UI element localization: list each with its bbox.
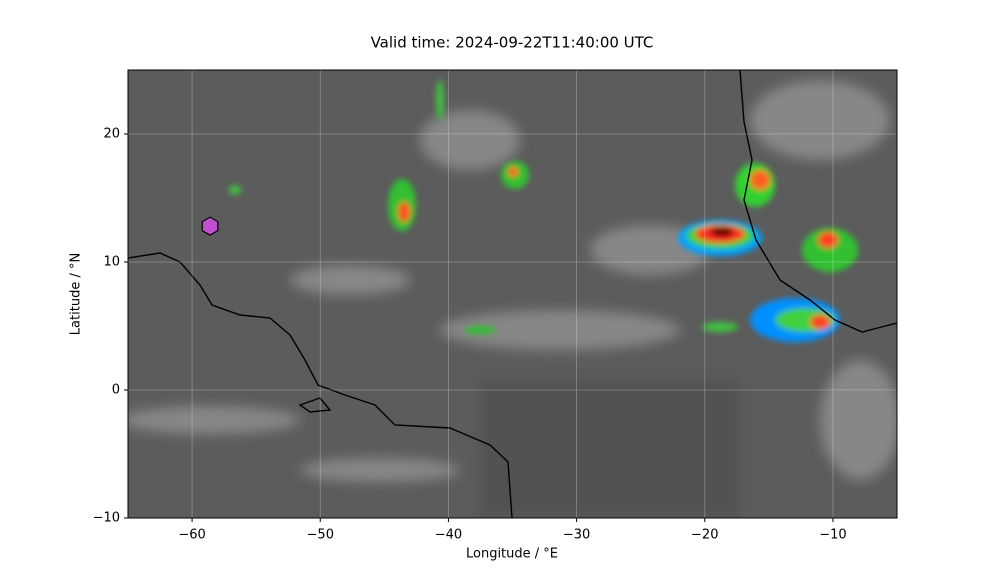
y-tick-label: 0 [112, 383, 120, 398]
axes: −60 −50 −40 −30 −20 −10 −10 0 10 20 [93, 70, 897, 543]
x-tick-label: −10 [819, 528, 846, 543]
x-tick-label: −50 [307, 528, 334, 543]
x-tick-label: −30 [563, 528, 590, 543]
x-tick-label: −40 [435, 528, 462, 543]
y-tick-label: 10 [103, 255, 120, 270]
satellite-image [128, 70, 897, 518]
x-axis-label: Longitude / °E [466, 547, 558, 562]
title: Valid time: 2024-09-22T11:40:00 UTC [371, 34, 654, 52]
y-tick-label: 20 [103, 127, 120, 142]
plot-frame [127, 69, 898, 519]
y-axis-label: Latitude / °N [69, 253, 84, 335]
x-tick-label: −60 [178, 528, 205, 543]
location-marker [201, 216, 219, 236]
y-tick-label: −10 [93, 511, 120, 526]
x-tick-label: −20 [691, 528, 718, 543]
